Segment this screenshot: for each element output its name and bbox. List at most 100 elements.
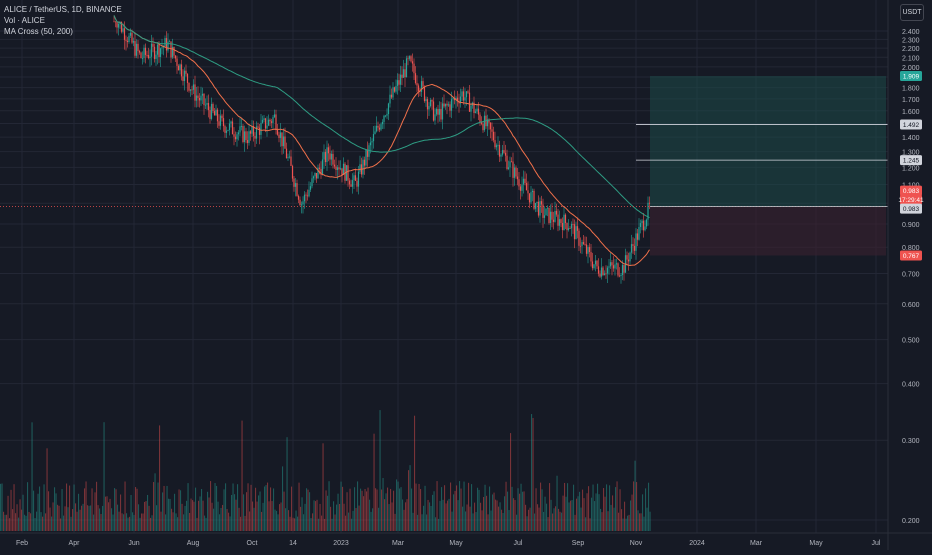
volume-bar (396, 479, 398, 531)
candle-body (491, 129, 493, 132)
x-tick-label: 14 (289, 540, 297, 547)
candle-body (348, 180, 351, 185)
y-tick-label: 0.800 (902, 245, 920, 252)
volume-bar (1, 483, 3, 531)
volume-bar (232, 483, 234, 531)
candle-body (509, 161, 511, 168)
volume-bar (342, 486, 344, 531)
price-label-countdown-bg (900, 194, 922, 205)
candle-body (323, 152, 325, 160)
volume-bar (102, 505, 104, 531)
candle-body (564, 214, 567, 224)
candle-body (401, 74, 403, 78)
volume-bar (502, 512, 504, 531)
volume-indicator-label[interactable]: Vol · ALICE (4, 16, 45, 25)
candle-body (342, 163, 345, 175)
volume-bar (603, 488, 605, 531)
volume-bar (397, 481, 399, 531)
volume-bar (216, 485, 218, 531)
volume-bar (295, 510, 297, 531)
candle-body (266, 125, 268, 129)
volume-bar (267, 482, 269, 531)
volume-bar (61, 489, 63, 531)
volume-bar (58, 505, 60, 531)
candle-body (635, 233, 637, 251)
candle-body (611, 262, 613, 266)
candle-body (494, 140, 496, 148)
volume-bar (390, 488, 392, 531)
volume-bar (333, 501, 335, 531)
stop-zone (650, 206, 886, 256)
candle-body (537, 201, 540, 216)
candle-body (207, 103, 210, 111)
candle-body (453, 98, 456, 101)
volume-bar (348, 512, 350, 531)
volume-bar (535, 488, 537, 531)
candle-body (518, 179, 520, 187)
volume-bar (507, 491, 509, 531)
candle-body (216, 109, 219, 122)
volume-bar (355, 508, 357, 531)
candle-body (273, 114, 276, 118)
volume-bar (327, 495, 329, 531)
volume-bar (364, 489, 366, 531)
symbol-title[interactable]: ALICE / TetherUS, 1D, BINANCE (4, 5, 122, 14)
ma-cross-indicator-label[interactable]: MA Cross (50, 200) (4, 27, 73, 36)
y-tick-label: 0.600 (902, 302, 920, 309)
volume-bar (445, 503, 447, 531)
volume-bar (178, 489, 180, 531)
volume-bar (37, 493, 39, 531)
volume-bar (210, 481, 212, 531)
volume-bar (48, 491, 50, 531)
candle-body (240, 126, 243, 127)
volume-bar (34, 517, 36, 531)
volume-bar (139, 517, 141, 531)
price-label-entry: 0.983 (903, 206, 920, 213)
candle-body (563, 214, 565, 231)
candle-body (326, 147, 328, 163)
volume-bar (360, 488, 362, 531)
volume-bar (114, 488, 116, 531)
volume-bar (567, 483, 569, 531)
volume-bar (123, 514, 125, 531)
currency-button[interactable]: USDT (900, 4, 924, 21)
candle-body (428, 106, 430, 110)
price-axis[interactable]: 2.4002.3002.2002.1002.0001.9001.8001.700… (887, 0, 920, 550)
candle-body (435, 108, 438, 115)
time-axis[interactable]: Feb Apr Jun Aug Oct 14 2023 Mar May Jul Sep Nov 2024… (0, 532, 932, 547)
volume-bar (417, 514, 419, 531)
candle-body (500, 154, 502, 157)
candle-body (159, 48, 162, 57)
candle-body (375, 125, 378, 132)
volume-bar (96, 481, 98, 531)
candle-body (339, 168, 342, 170)
volume-bar (162, 492, 164, 531)
candle-body (612, 265, 615, 269)
candle-body (579, 245, 582, 247)
candle-body (396, 80, 399, 86)
candle-body (546, 207, 549, 209)
candle-body (245, 131, 247, 141)
volume-bar (424, 485, 426, 531)
volume-bar (199, 496, 201, 531)
volume-bar (628, 514, 630, 531)
volume-bar (493, 492, 495, 531)
candle-body (392, 87, 394, 98)
volume-bar (81, 505, 83, 531)
candle-body (617, 263, 619, 276)
volume-bar (607, 511, 609, 531)
volume-bar (105, 496, 107, 531)
candle-body (296, 183, 298, 196)
candle-body (227, 129, 229, 131)
volume-bar (270, 487, 272, 531)
candle-body (303, 194, 306, 202)
volume-bar (622, 518, 624, 531)
volume-bar (573, 484, 575, 531)
volume-bar (147, 494, 149, 531)
x-tick-label: Mar (392, 540, 405, 547)
volume-bar (378, 507, 380, 531)
volume-bar (601, 512, 603, 531)
candle-body (438, 108, 441, 115)
